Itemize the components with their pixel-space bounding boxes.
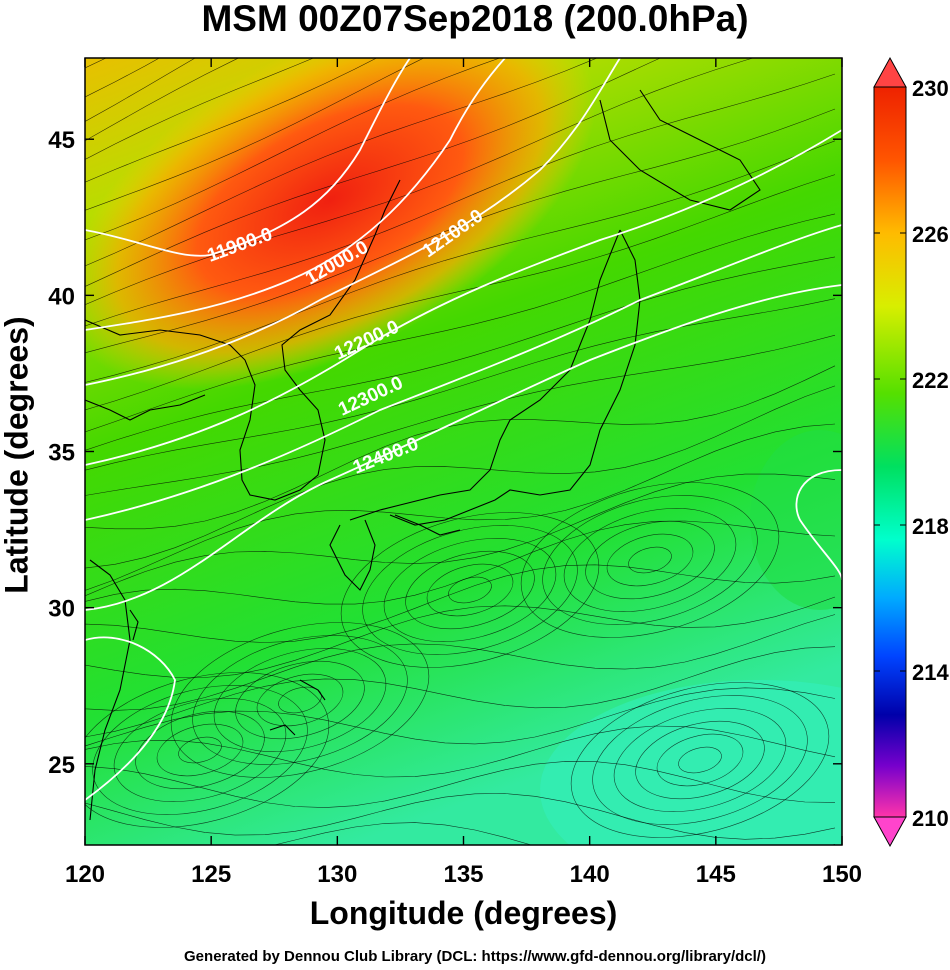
y-tick-label: 45 (48, 127, 75, 154)
streamline-eddy (113, 698, 287, 802)
x-tick-label: 120 (65, 861, 105, 888)
colorbar-ticks: 230 226 222 218 214 210 (874, 76, 949, 831)
streamline (85, 596, 836, 678)
colorbar-max-arrow (873, 56, 907, 88)
streamline-eddy (170, 622, 430, 778)
streamline-eddy (606, 533, 694, 587)
streamline (85, 423, 836, 591)
x-tick-label: 130 (317, 861, 357, 888)
streamline-eddy (340, 512, 600, 668)
streamline-eddy (85, 672, 330, 828)
streamlines (85, 58, 836, 845)
height-contours (85, 58, 842, 801)
streamline-eddy (256, 673, 344, 727)
streamline (85, 687, 836, 747)
x-axis-title: Longitude (degrees) (309, 895, 618, 931)
streamline (85, 174, 836, 411)
x-tick-label: 150 (822, 861, 862, 888)
streamline (85, 822, 836, 845)
streamline (85, 58, 425, 212)
x-tick-label: 135 (443, 861, 483, 888)
streamline (85, 58, 501, 241)
streamline-eddy (520, 482, 780, 638)
streamline-eddy (156, 723, 244, 777)
x-tick-label: 140 (570, 861, 610, 888)
x-tick-label: 125 (191, 861, 231, 888)
streamline-eddy (383, 538, 557, 642)
x-tick-label: 145 (696, 861, 736, 888)
streamline-eddy (362, 525, 578, 655)
streamline-eddy (678, 746, 722, 774)
streamline (85, 298, 836, 476)
colorbar-min-arrow (873, 816, 907, 848)
streamline (85, 334, 836, 500)
y-tick-label: 35 (48, 440, 75, 467)
y-tick-label: 40 (48, 283, 75, 310)
streamline-eddy (635, 720, 765, 800)
streamline-eddy (448, 576, 492, 604)
field-layer: 11900.0 12000.0 12100.0 12200.0 12300.0 … (85, 58, 842, 845)
colorbar-tick-label: 210 (912, 806, 949, 831)
streamline (85, 58, 662, 287)
y-axis-title: Latitude (degrees) (0, 316, 35, 594)
streamline-eddy (628, 546, 672, 574)
streamline (85, 58, 755, 308)
streamline-eddy (235, 660, 365, 740)
streamline (85, 58, 378, 188)
streamline (85, 725, 836, 778)
colorbar-tick-label: 222 (912, 368, 949, 393)
streamline (85, 58, 240, 142)
streamline-eddy (192, 635, 408, 765)
streamline-eddy (570, 682, 830, 838)
streamline (85, 473, 836, 597)
streamline-eddy (178, 736, 222, 764)
streamline (85, 58, 196, 122)
streamline-eddy (585, 520, 715, 600)
streamline (85, 761, 836, 808)
credit-text: Generated by Dennou Club Library (DCL: h… (184, 948, 766, 965)
figure-title: MSM 00Z07Sep2018 (200.0hPa) (201, 0, 749, 39)
streamline (85, 564, 836, 644)
streamline (85, 520, 836, 620)
streamline (85, 646, 836, 738)
colorbar-tick-label: 214 (912, 660, 949, 685)
streamline (85, 73, 836, 332)
streamline-eddy (135, 710, 265, 790)
streamline-eddy (213, 648, 387, 752)
colorbar: 230 226 222 218 214 210 (873, 56, 949, 848)
colorbar-tick-label: 230 (912, 76, 949, 101)
streamline (85, 793, 836, 840)
axis-ticks: 120 125 130 135 140 145 150 25 30 35 40 45 (48, 58, 862, 888)
streamline (85, 58, 315, 164)
streamline-eddy (426, 563, 514, 617)
streamline-eddy (563, 508, 737, 612)
y-tick-label: 30 (48, 596, 75, 623)
streamline (85, 614, 836, 711)
y-tick-label: 25 (48, 752, 75, 779)
colorbar-tick-label: 226 (912, 222, 949, 247)
streamline (85, 385, 836, 569)
streamline-eddy (542, 495, 758, 625)
streamline (85, 213, 836, 433)
streamline (85, 108, 836, 356)
streamline (85, 58, 598, 267)
streamline (85, 256, 836, 452)
streamline-eddy (405, 550, 535, 630)
streamline-eddy (656, 733, 744, 787)
coastlines (85, 89, 761, 821)
streamline-eddy (613, 708, 787, 812)
streamline (85, 140, 836, 383)
colorbar-tick-label: 218 (912, 514, 949, 539)
streamline-eddy (592, 695, 808, 825)
